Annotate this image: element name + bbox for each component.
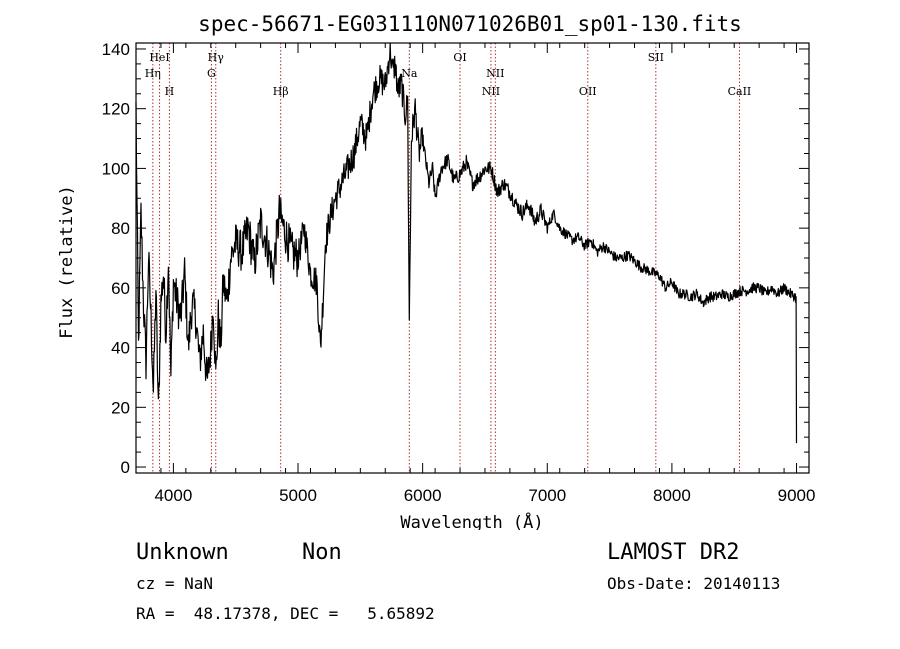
- object-subclass: Non: [302, 540, 342, 565]
- x-tick-label-0: 4000: [154, 486, 192, 505]
- line-label-5: Hβ: [273, 85, 289, 98]
- x-tick-label-4: 8000: [653, 486, 691, 505]
- line-label-0: HeI: [149, 51, 169, 64]
- coordinates: RA = 48.17378, DEC = 5.65892: [136, 604, 435, 623]
- line-label-2: H: [165, 85, 175, 98]
- y-tick-label-5: 100: [102, 159, 130, 178]
- line-label-7: OI: [453, 51, 466, 64]
- y-tick-label-6: 120: [102, 100, 130, 119]
- line-label-9: NII: [482, 85, 500, 98]
- line-label-10: OII: [579, 85, 597, 98]
- y-axis-label: Flux (relative): [57, 185, 77, 339]
- x-tick-label-2: 6000: [404, 486, 442, 505]
- line-label-1: Hη: [145, 67, 161, 80]
- survey-name: LAMOST DR2: [607, 540, 740, 565]
- x-tick-label-5: 9000: [778, 486, 816, 505]
- spectrum-chart: spec-56671-EG031110N071026B01_sp01-130.f…: [57, 12, 816, 530]
- emission-line-markers: HeI Hη H Hγ G Hβ Na OI NII NII OII SII CaII: [145, 43, 752, 473]
- y-tick-label-2: 40: [111, 339, 130, 358]
- line-label-4: G: [207, 67, 216, 80]
- y-tick-label-7: 140: [102, 40, 130, 59]
- object-class: Unknown: [136, 540, 229, 565]
- axis-ticks: 4000 5000 6000 7000 8000 9000 0 20 40 60 80 100 120 1…: [102, 40, 816, 505]
- redshift-value: cz = NaN: [136, 574, 214, 593]
- line-label-6: Na: [401, 67, 418, 80]
- x-tick-label-3: 7000: [528, 486, 566, 505]
- line-label-12: CaII: [728, 85, 752, 98]
- line-label-11: SII: [648, 51, 664, 64]
- plot-frame: [135, 42, 810, 474]
- observation-date: Obs-Date: 20140113: [607, 574, 781, 593]
- x-axis-label: Wavelength (Å): [400, 511, 543, 530]
- y-tick-label-0: 0: [121, 458, 130, 477]
- y-tick-label-3: 60: [111, 279, 130, 298]
- x-tick-label-1: 5000: [279, 486, 317, 505]
- chart-title: spec-56671-EG031110N071026B01_sp01-130.f…: [198, 12, 742, 36]
- y-tick-label-1: 20: [111, 398, 130, 417]
- spectrum-line: [135, 42, 798, 444]
- line-label-3: Hγ: [208, 51, 225, 64]
- y-tick-label-4: 80: [111, 219, 130, 238]
- line-label-8: NII: [486, 67, 504, 80]
